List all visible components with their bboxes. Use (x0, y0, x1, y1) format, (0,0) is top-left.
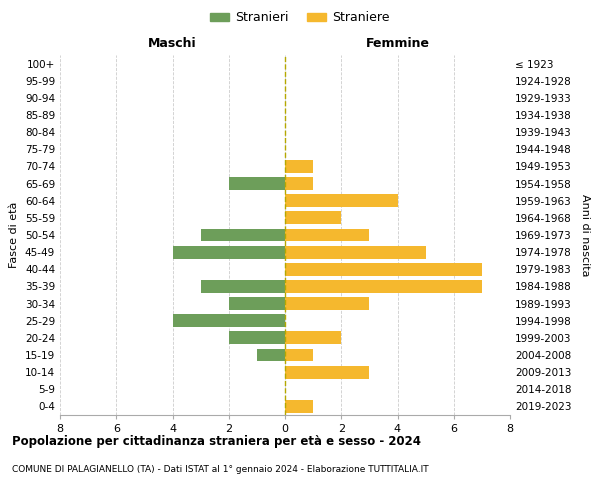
Bar (229, 332, 285, 344)
Text: Popolazione per cittadinanza straniera per età e sesso - 2024: Popolazione per cittadinanza straniera p… (12, 435, 421, 448)
Text: COMUNE DI PALAGIANELLO (TA) - Dati ISTAT al 1° gennaio 2024 - Elaborazione TUTTI: COMUNE DI PALAGIANELLO (TA) - Dati ISTAT… (12, 465, 428, 474)
Bar (285, 228, 370, 241)
Bar (285, 177, 313, 190)
Bar (285, 297, 370, 310)
Bar (285, 280, 482, 293)
Bar (229, 177, 285, 190)
Bar (285, 194, 398, 207)
Bar (173, 246, 285, 258)
Bar (229, 297, 285, 310)
Legend: Stranieri, Straniere: Stranieri, Straniere (205, 6, 395, 29)
Bar (257, 348, 285, 362)
Bar (173, 314, 285, 327)
Text: Femmine: Femmine (365, 37, 430, 50)
Bar (285, 348, 313, 362)
Text: Maschi: Maschi (148, 37, 197, 50)
Y-axis label: Anni di nascita: Anni di nascita (580, 194, 590, 276)
Bar (285, 212, 341, 224)
Bar (200, 228, 285, 241)
Bar (285, 246, 425, 258)
Y-axis label: Fasce di età: Fasce di età (10, 202, 19, 268)
Bar (285, 160, 313, 173)
Bar (285, 366, 370, 378)
Bar (285, 400, 313, 413)
Bar (200, 280, 285, 293)
Bar (285, 332, 341, 344)
Bar (285, 263, 482, 276)
